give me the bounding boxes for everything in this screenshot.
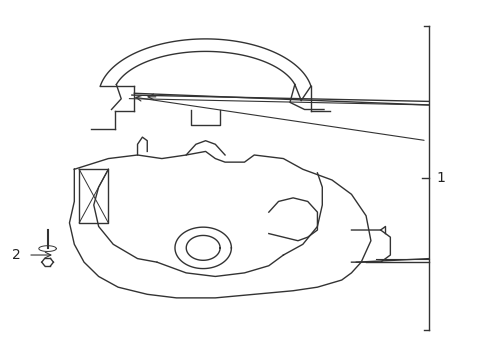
Text: 1: 1 [436,171,445,185]
Text: 2: 2 [12,248,20,262]
